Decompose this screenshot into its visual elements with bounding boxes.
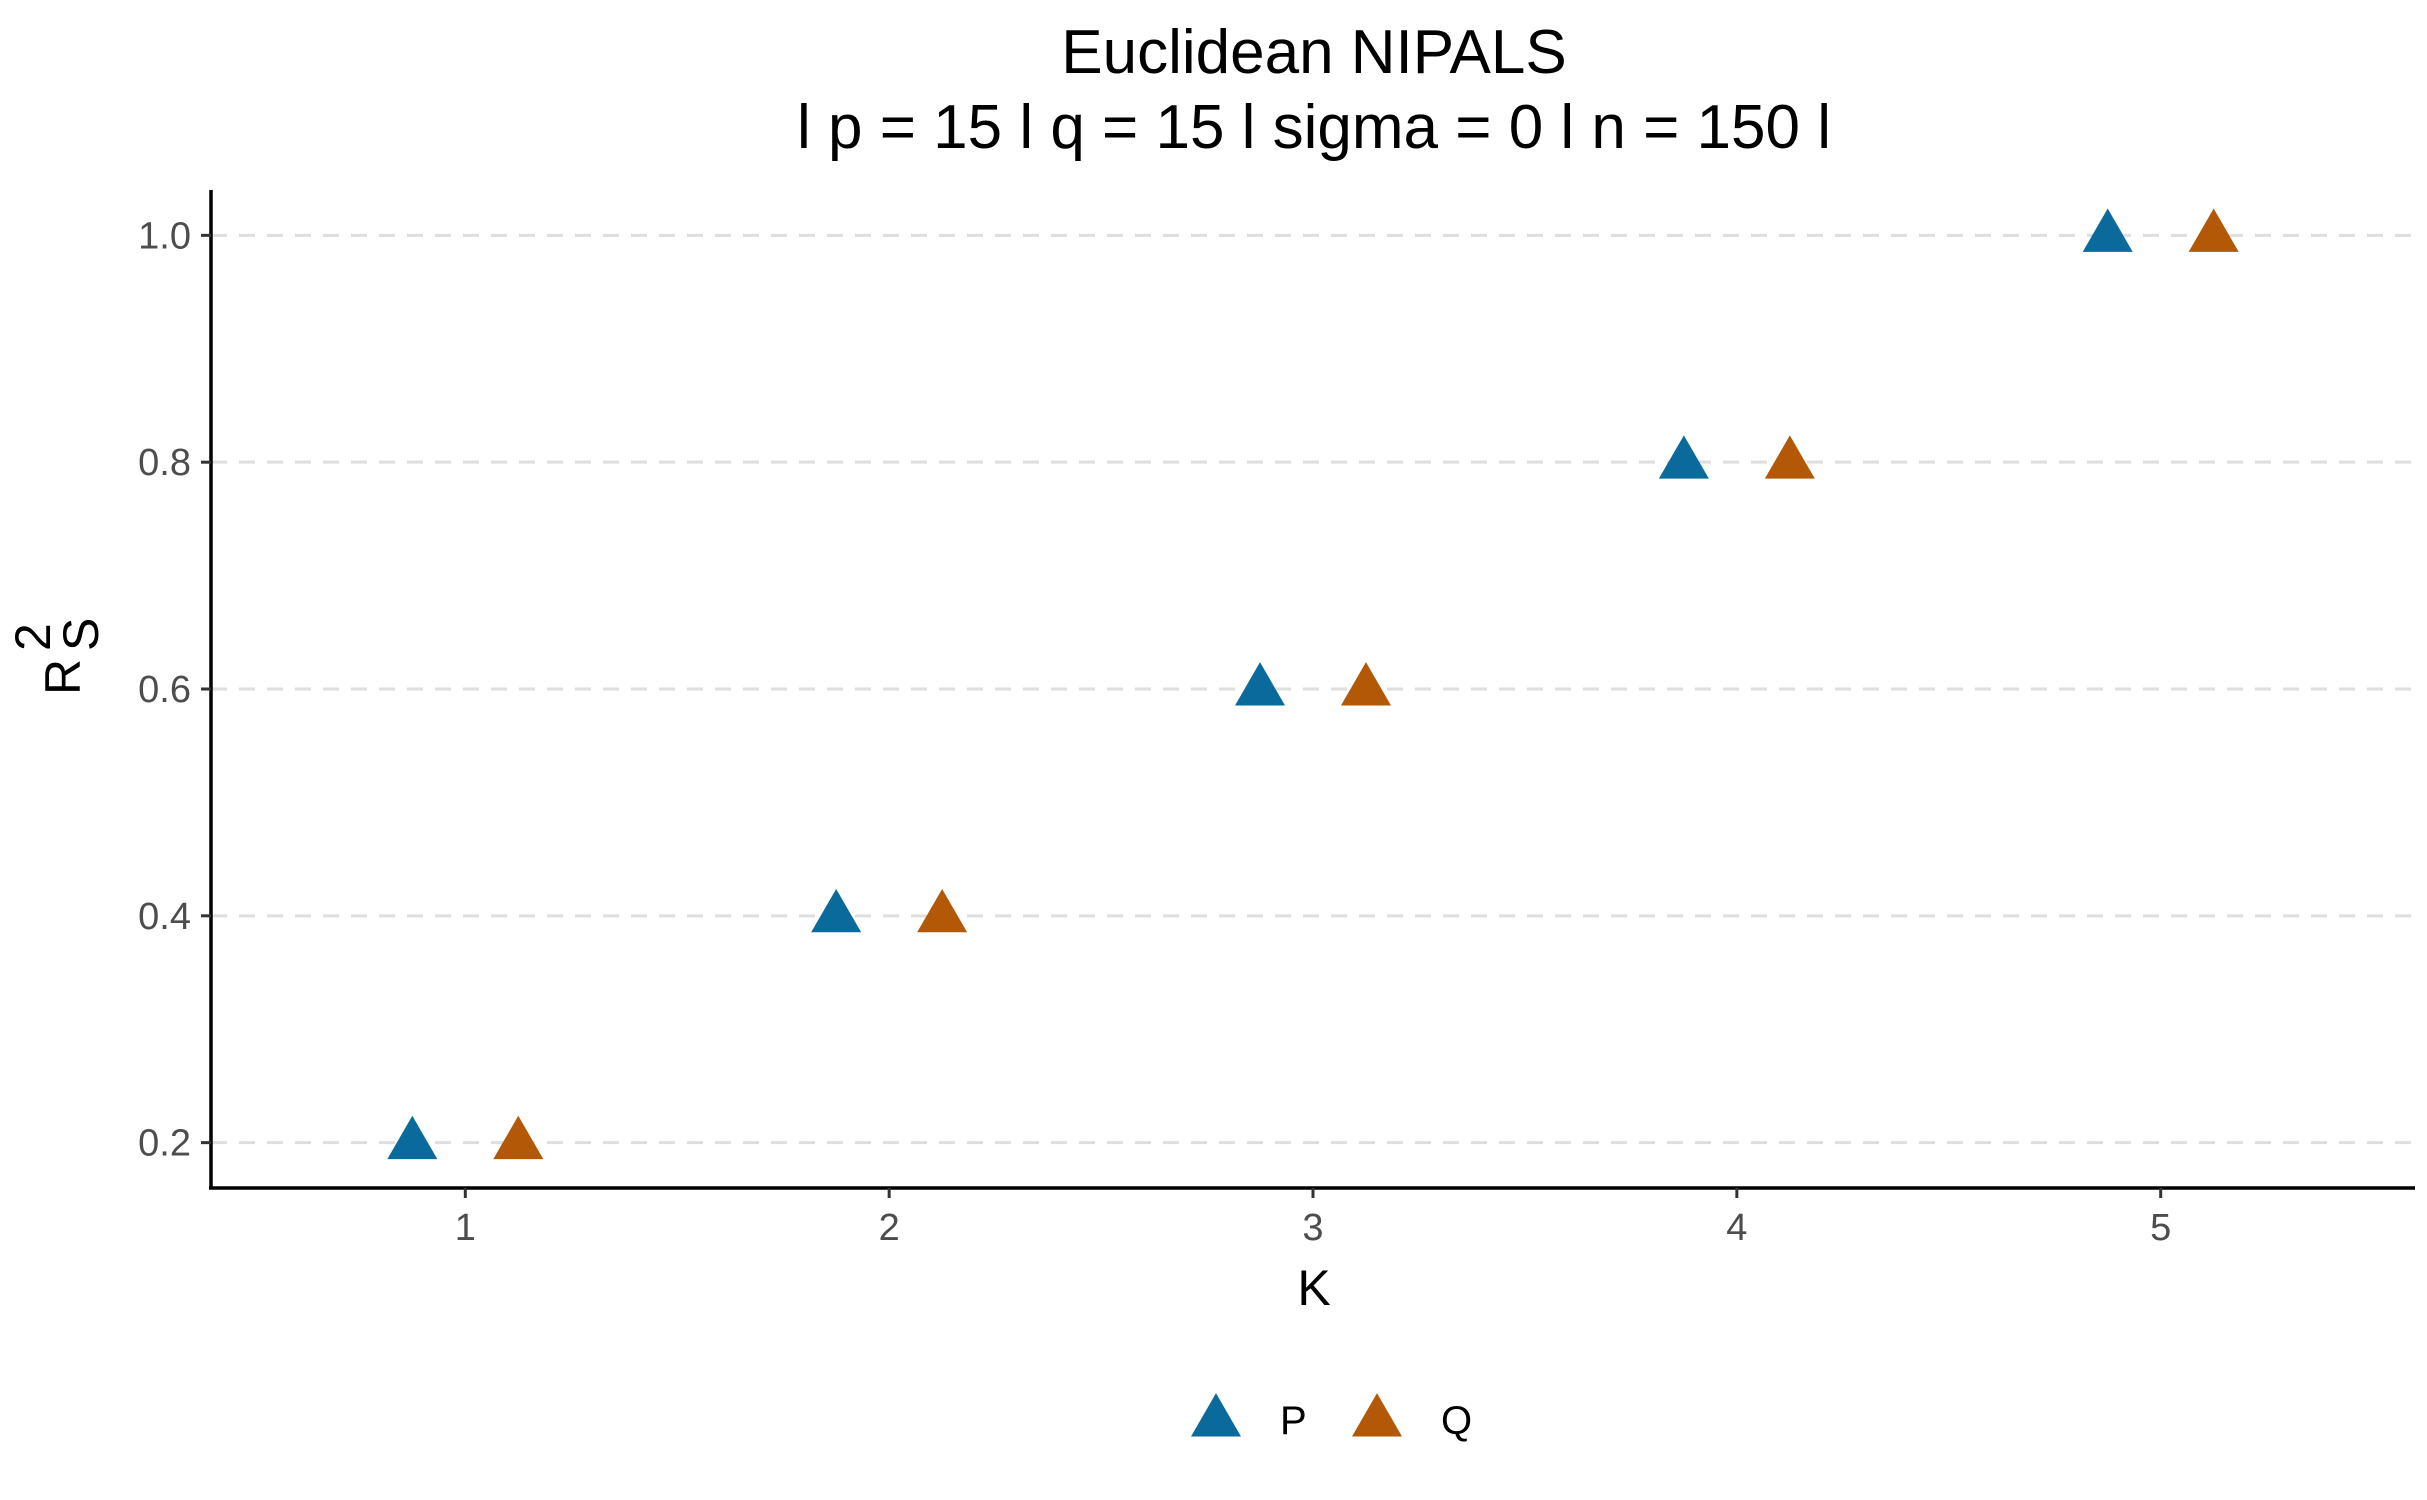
- point-Q-3: [1340, 662, 1391, 706]
- grid-lines: [211, 233, 2415, 1145]
- legend-label-Q: Q: [1441, 1399, 1472, 1443]
- point-P-4: [1658, 435, 1709, 479]
- y-tick-label: 0.4: [138, 896, 191, 938]
- legend-key-P: [1191, 1393, 1241, 1437]
- point-Q-4: [1764, 435, 1815, 479]
- y-axis-title: R 2 S: [5, 618, 109, 695]
- point-P-5: [2082, 208, 2133, 252]
- y-axis-title-sup: 2: [5, 623, 61, 651]
- point-Q-2: [917, 888, 968, 933]
- point-P-1: [387, 1115, 438, 1160]
- y-axis-title-base: R: [35, 659, 91, 695]
- chart-subtitle: l p = 15 l q = 15 l sigma = 0 l n = 150 …: [797, 93, 1831, 162]
- x-tick-label: 2: [879, 1207, 900, 1249]
- x-tick-label: 1: [455, 1207, 476, 1249]
- y-tick-label: 0.6: [138, 669, 191, 711]
- x-axis-ticks: 1 2 3 4 5: [455, 1188, 2171, 1249]
- y-tick-label: 0.2: [138, 1123, 191, 1165]
- y-axis-ticks: 0.2 0.4 0.6 0.8 1.0: [138, 215, 211, 1165]
- data-points: [387, 208, 2239, 1160]
- x-tick-label: 5: [2150, 1207, 2171, 1249]
- point-P-2: [811, 888, 862, 933]
- y-tick-label: 0.8: [138, 442, 191, 484]
- legend-label-P: P: [1280, 1399, 1307, 1443]
- point-Q-5: [2188, 208, 2239, 252]
- y-tick-label: 1.0: [138, 215, 191, 257]
- svg-text:R: R: [35, 659, 91, 695]
- legend-key-Q: [1352, 1393, 1402, 1437]
- x-tick-label: 3: [1302, 1207, 1323, 1249]
- point-Q-1: [493, 1115, 544, 1160]
- x-tick-label: 4: [1726, 1207, 1747, 1249]
- x-axis-title: K: [1297, 1260, 1330, 1316]
- chart-title: Euclidean NIPALS: [1061, 18, 1566, 87]
- y-axis-title-sub: S: [53, 618, 109, 651]
- point-P-3: [1235, 662, 1286, 706]
